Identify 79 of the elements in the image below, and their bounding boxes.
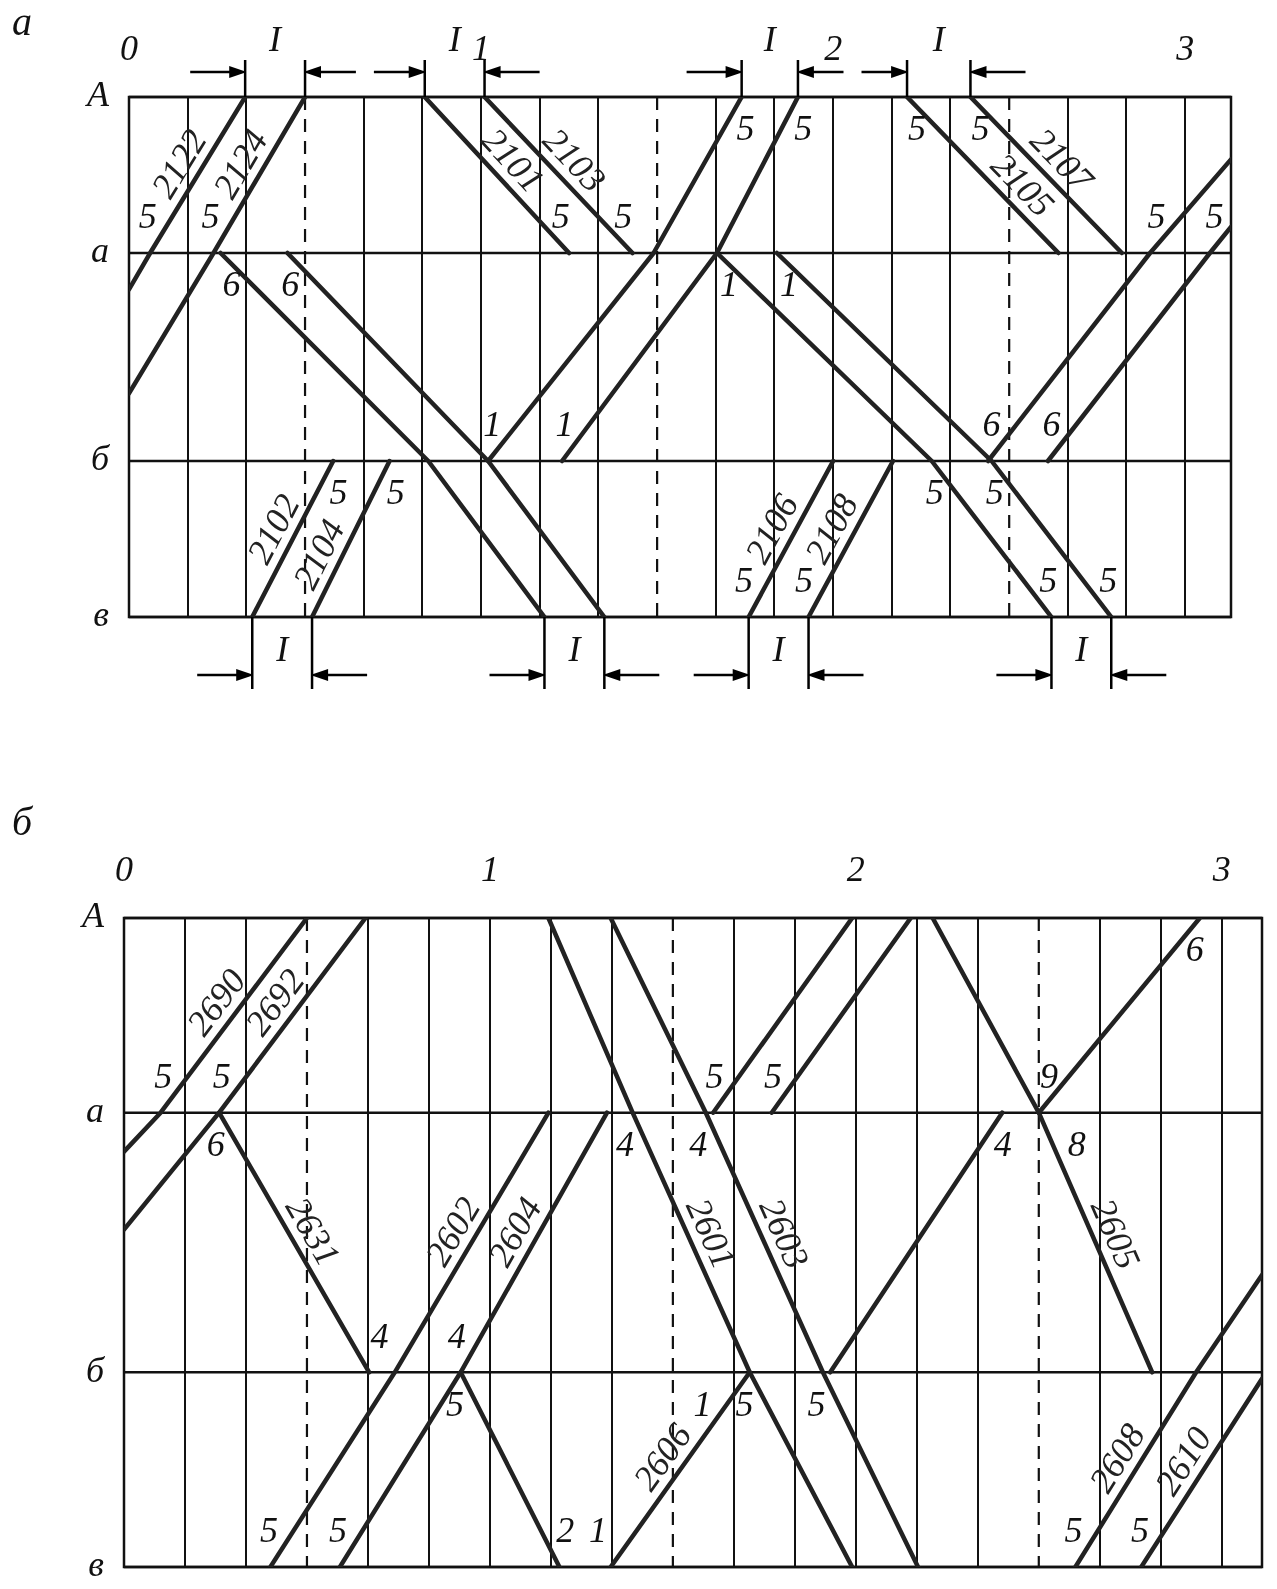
text: 2601 (678, 1192, 745, 1275)
annotation: 5 (154, 1056, 173, 1097)
annotation: 1 (720, 264, 739, 305)
annotation: 5 (736, 108, 755, 149)
annotation: 5 (614, 196, 633, 237)
annotation: 4 (370, 1315, 389, 1356)
annotation: I (762, 19, 778, 60)
annotation: 5 (201, 196, 220, 237)
annotation: 1 (588, 1510, 607, 1551)
annotation: 5 (908, 108, 927, 149)
ref-line-label: А (85, 74, 110, 115)
annotation: 5 (1131, 1510, 1150, 1551)
annotation: 5 (807, 1383, 826, 1424)
annotation: 5 (763, 1056, 782, 1097)
annotation: 5 (1147, 196, 1166, 237)
annotation: 2 (556, 1510, 575, 1551)
annotation: 4 (447, 1315, 466, 1356)
annotation: 5 (735, 1383, 754, 1424)
annotation: 6 (982, 404, 1001, 445)
annotation: 4 (615, 1124, 634, 1165)
x-tick-label: 3 (1175, 28, 1195, 69)
x-tick-label: 1 (472, 28, 491, 69)
ref-line-label: А (80, 895, 105, 936)
annotation: 1 (779, 264, 798, 305)
annotation: 5 (985, 472, 1004, 513)
annotation: 1 (483, 404, 502, 445)
annotation: 6 (281, 264, 300, 305)
annotation: 5 (329, 472, 348, 513)
ref-line-label: б (85, 1349, 106, 1390)
annotation: 4 (993, 1124, 1012, 1165)
annotation: 1 (555, 404, 574, 445)
annotation: 5 (328, 1510, 347, 1551)
ref-line-label: в (93, 594, 109, 635)
ref-line-label: б (90, 438, 111, 479)
annotation: 6 (1185, 929, 1204, 970)
chart-title: б (12, 799, 33, 844)
annotation: 6 (206, 1124, 225, 1165)
annotation: 5 (794, 560, 813, 601)
annotation: I (275, 629, 291, 670)
x-tick-label: 3 (1211, 849, 1231, 890)
ref-line-label: а (86, 1090, 104, 1131)
annotation: 9 (1039, 1056, 1058, 1097)
x-tick-label: 0 (115, 849, 133, 890)
annotation: 5 (1099, 560, 1118, 601)
annotation: 5 (551, 196, 570, 237)
annotation: I (1074, 629, 1090, 670)
annotation: I (931, 19, 947, 60)
annotation: 6 (1042, 404, 1061, 445)
annotation: I (268, 19, 284, 60)
annotation: 5 (386, 472, 405, 513)
text: 2605 (1082, 1192, 1149, 1275)
annotation: I (771, 629, 787, 670)
text: 2604 (479, 1190, 550, 1273)
annotation: I (567, 629, 583, 670)
x-tick-label: 0 (120, 28, 138, 69)
annotation: 5 (705, 1056, 724, 1097)
annotation: 5 (735, 560, 754, 601)
chart-title: а (12, 0, 32, 44)
annotation: 1 (693, 1383, 712, 1424)
annotation: 5 (1064, 1510, 1083, 1551)
annotation: 8 (1067, 1124, 1086, 1165)
annotation: 5 (971, 108, 990, 149)
ref-line-label: в (88, 1544, 104, 1585)
annotation: 5 (445, 1383, 464, 1424)
annotation: 5 (925, 472, 944, 513)
annotation: 6 (222, 264, 241, 305)
x-tick-label: 2 (846, 849, 865, 890)
annotation: 5 (260, 1510, 279, 1551)
annotation: 5 (138, 196, 157, 237)
annotation: I (447, 19, 463, 60)
x-tick-label: 1 (480, 849, 499, 890)
text: 2603 (751, 1192, 818, 1275)
annotation: 4 (689, 1124, 708, 1165)
annotation: 5 (1039, 560, 1058, 601)
annotation: 5 (212, 1056, 231, 1097)
annotation: 5 (1205, 196, 1224, 237)
x-tick-label: 2 (824, 28, 843, 69)
annotation: 5 (794, 108, 813, 149)
ref-line-label: а (91, 230, 109, 271)
